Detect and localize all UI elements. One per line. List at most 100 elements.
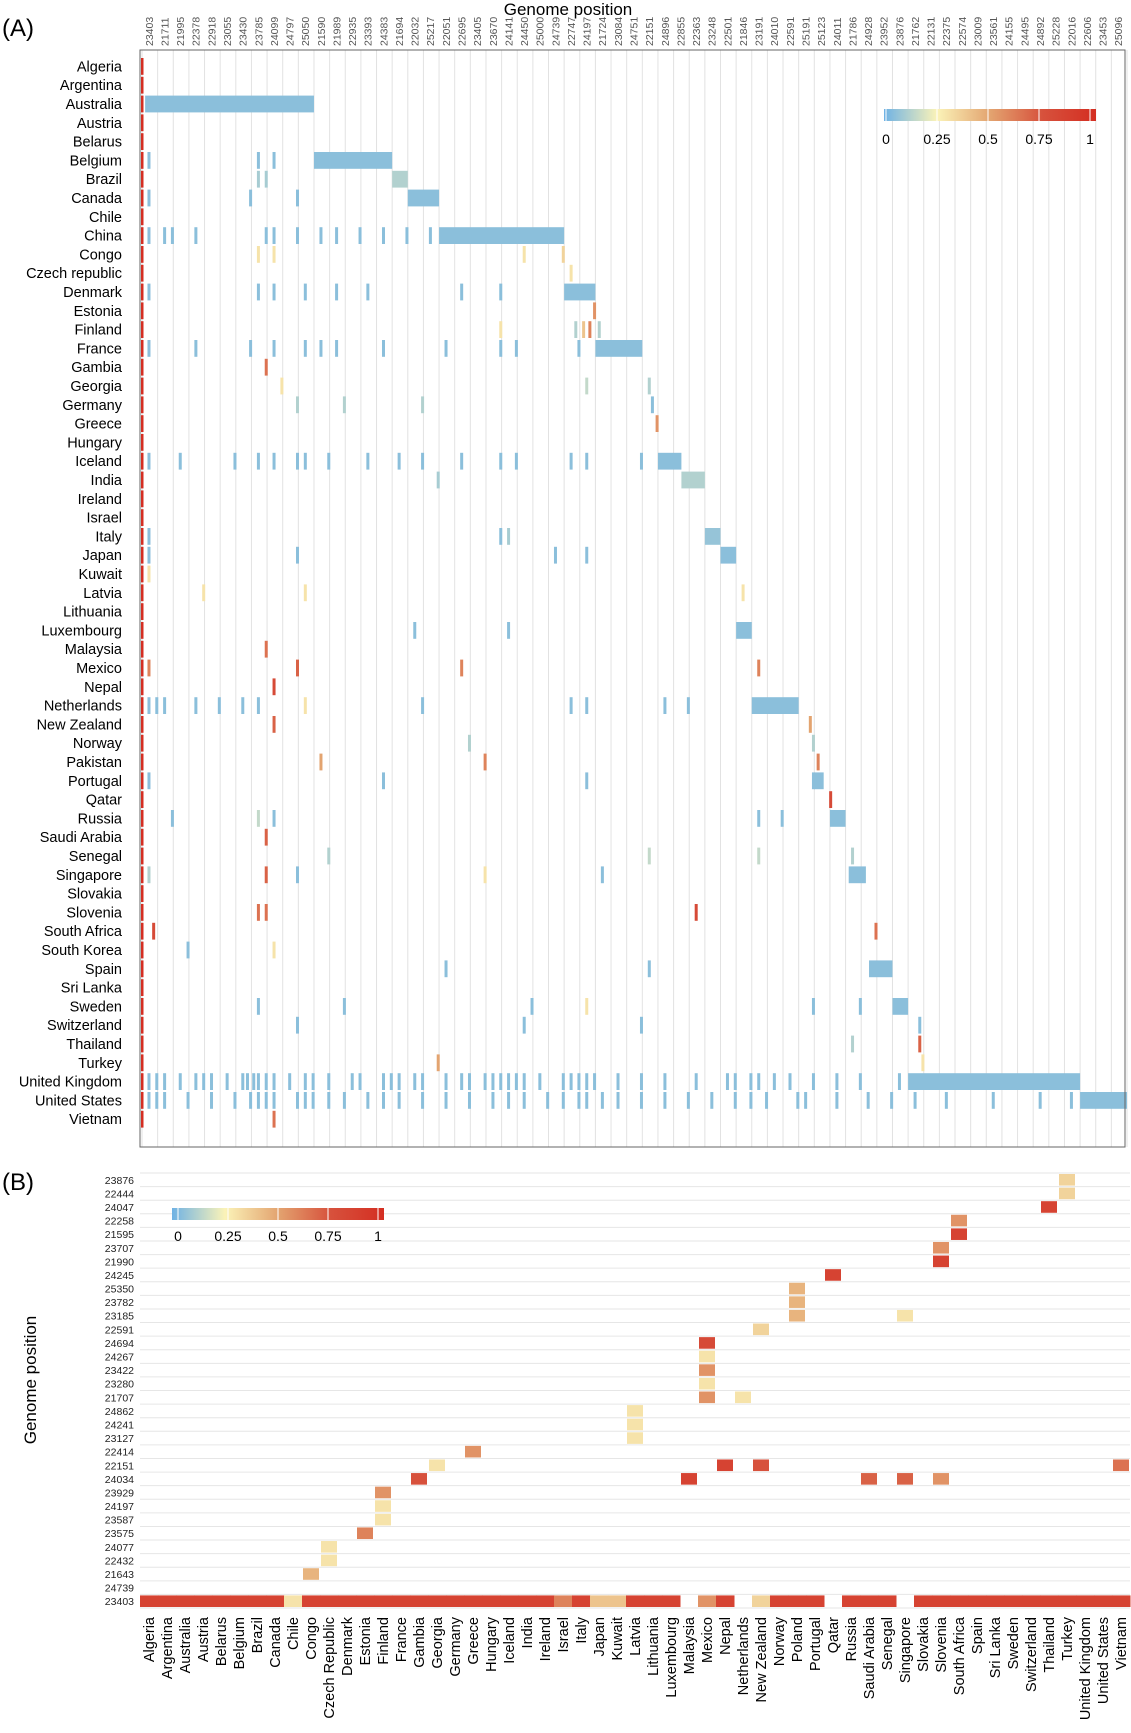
row-label: Germany — [62, 398, 122, 414]
cell — [465, 1445, 481, 1458]
stripe-mark — [264, 170, 268, 188]
baseline-stripe — [141, 716, 144, 733]
row-label: Sweden — [70, 999, 122, 1015]
y-tick-label: 21707 — [105, 1392, 134, 1404]
stripe-mark — [616, 1092, 620, 1109]
stripe-mark — [264, 904, 268, 921]
baseline-stripe — [141, 471, 144, 489]
stripe-mark — [405, 227, 409, 244]
x-tick-label: Kuwait — [610, 1617, 626, 1661]
y-tick-label: 23876 — [105, 1175, 134, 1187]
stripe-mark — [249, 189, 253, 207]
cell — [627, 1432, 643, 1444]
stripe-mark — [272, 678, 276, 696]
block-mark — [407, 189, 440, 207]
baseline-stripe — [141, 1016, 144, 1034]
baseline-stripe — [141, 828, 144, 846]
cell — [789, 1296, 805, 1308]
cell — [1059, 1174, 1075, 1186]
cell — [752, 1595, 771, 1607]
stripe-mark — [918, 1035, 922, 1053]
row-label: Malaysia — [65, 642, 123, 658]
stripe-mark — [147, 772, 151, 790]
cell — [861, 1473, 877, 1485]
block-mark — [869, 960, 893, 978]
stripe-mark — [256, 1092, 260, 1109]
stripe-mark — [350, 1073, 354, 1090]
cell — [536, 1595, 555, 1607]
x-tick-label: 23009 — [972, 17, 984, 46]
stripe-mark — [358, 1073, 362, 1090]
stripe-mark — [202, 1073, 206, 1090]
stripe-mark — [483, 753, 487, 771]
stripe-mark — [585, 697, 589, 714]
row-label: France — [77, 341, 122, 357]
x-tick-label: 25000 — [535, 17, 547, 46]
x-tick-label: 23670 — [488, 17, 500, 46]
cell — [554, 1595, 573, 1607]
stripe-mark — [256, 810, 260, 827]
y-tick-label: 24034 — [105, 1474, 134, 1486]
x-tick-label: Greece — [466, 1617, 482, 1665]
y-tick-label: 21595 — [105, 1229, 134, 1241]
stripe-mark — [585, 1073, 589, 1090]
legend-colorbar — [884, 109, 1096, 121]
x-tick-label: 24197 — [582, 17, 594, 46]
panel-b-grid — [140, 1172, 1130, 1609]
baseline-stripe — [141, 264, 144, 282]
legend-tick-label: 0 — [882, 131, 890, 147]
x-tick-label: Poland — [790, 1617, 806, 1662]
stripe-mark — [460, 452, 464, 470]
stripe-mark — [569, 264, 573, 282]
baseline-stripe — [141, 847, 144, 865]
stripe-mark — [256, 170, 260, 188]
baseline-stripe — [141, 283, 144, 301]
legend-tick-label: 0.75 — [314, 1228, 341, 1244]
baseline-stripe — [141, 396, 144, 414]
stripe-mark — [538, 1073, 542, 1090]
x-tick-label: 22016 — [1066, 17, 1078, 46]
stripe-mark — [499, 321, 503, 338]
stripe-mark — [311, 1092, 315, 1109]
cell — [860, 1595, 879, 1607]
stripe-mark — [499, 283, 503, 301]
stripe-mark — [249, 1092, 253, 1109]
stripe-mark — [796, 1092, 800, 1109]
stripe-mark — [421, 1092, 425, 1109]
row-label: Chile — [89, 210, 122, 226]
cell — [699, 1377, 715, 1390]
stripe-mark — [514, 340, 518, 357]
x-tick-label: Estonia — [358, 1616, 374, 1665]
stripe-mark — [264, 866, 268, 884]
x-tick-label: Sweden — [1006, 1617, 1022, 1669]
x-tick-label: 22606 — [1082, 17, 1094, 46]
cell — [951, 1214, 967, 1227]
cell — [482, 1595, 501, 1607]
stripe-mark — [303, 283, 307, 301]
stripe-mark — [757, 847, 761, 865]
row-label: Belarus — [73, 135, 122, 151]
row-label: Latvia — [83, 586, 123, 602]
row-label: Qatar — [86, 793, 122, 809]
stripe-mark — [381, 227, 385, 244]
stripe-mark — [436, 1054, 440, 1072]
stripe-mark — [296, 546, 300, 564]
cell — [914, 1595, 933, 1607]
stripe-mark — [491, 1073, 495, 1090]
stripe-mark — [829, 791, 833, 808]
row-label: Italy — [95, 529, 122, 545]
y-tick-label: 25350 — [105, 1284, 134, 1296]
stripe-mark — [152, 922, 156, 940]
baseline-stripe — [141, 246, 144, 263]
cell — [572, 1595, 591, 1607]
cell — [158, 1595, 177, 1607]
cell — [321, 1554, 337, 1567]
y-tick-label: 24077 — [105, 1542, 134, 1554]
x-tick-label: 23393 — [363, 17, 375, 46]
stripe-mark — [303, 452, 307, 470]
row-label: Russia — [78, 811, 123, 827]
baseline-stripe — [141, 866, 144, 884]
cell — [933, 1255, 949, 1268]
stripe-mark — [186, 1092, 190, 1109]
stripe-mark — [507, 1092, 511, 1109]
